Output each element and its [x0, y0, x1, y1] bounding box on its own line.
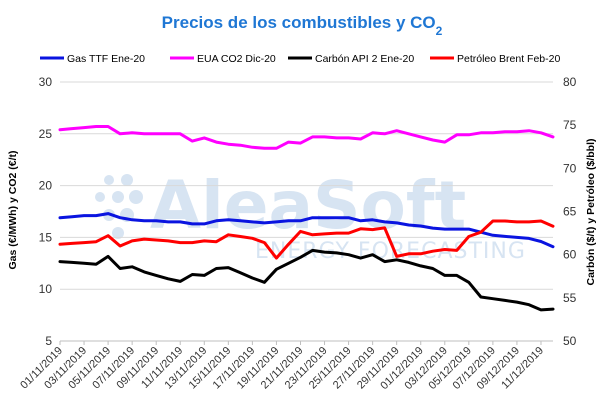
y-axis-left-label: Gas (€/MWh) y CO2 (€/t) [7, 150, 19, 269]
aleasoft-watermark: AleaSoft ENERGY FORECASTING [95, 167, 525, 264]
chart-series [58, 125, 555, 312]
y-right-tick-label: 80 [563, 75, 577, 89]
y-left-tick-label: 10 [39, 282, 53, 296]
series-line-0 [58, 212, 555, 249]
legend-label-2: Carbón API 2 Ene-20 [315, 53, 414, 65]
y-left-tick-label: 5 [45, 334, 52, 348]
y-axis-right-label: Carbón ($/t) y Petróleo ($/bbl) [585, 138, 597, 285]
y-left-tick-label: 30 [39, 75, 53, 89]
chart-title-main: Precios de los combustibles y CO [162, 13, 436, 32]
series-line-2 [58, 248, 555, 312]
y-right-tick-label: 65 [563, 205, 577, 219]
chart-legend: Gas TTF Ene-20 EUA CO2 Dic-20 Carbón API 2… [40, 53, 560, 65]
chart-title-subscript: 2 [436, 24, 443, 38]
series-line-1 [58, 125, 555, 150]
y-left-tick-label: 20 [39, 179, 53, 193]
y-right-tick-label: 70 [563, 161, 577, 175]
chart-title: Precios de los combustibles y CO2 [162, 13, 443, 38]
y-right-tick-label: 50 [563, 334, 577, 348]
y-left-tick-label: 15 [39, 230, 53, 244]
y-right-tick-label: 55 [563, 291, 577, 305]
watermark-brand: AleaSoft [150, 167, 466, 244]
legend-label-0: Gas TTF Ene-20 [67, 53, 145, 65]
y-right-tick-label: 60 [563, 248, 577, 262]
y-left-tick-label: 25 [39, 127, 53, 141]
legend-label-3: Petróleo Brent Feb-20 [457, 53, 560, 65]
legend-label-1: EUA CO2 Dic-20 [197, 53, 276, 65]
series-line-3 [58, 219, 555, 260]
y-right-tick-label: 75 [563, 118, 577, 132]
watermark-logo-icon [95, 174, 143, 239]
chart-axes: 510152025305055606570758001/11/201903/11… [18, 75, 576, 392]
